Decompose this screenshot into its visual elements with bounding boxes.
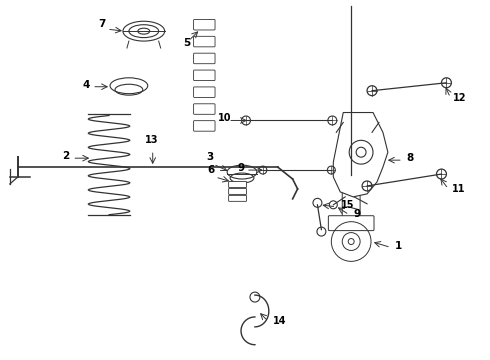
Text: 5: 5 xyxy=(183,38,191,48)
FancyBboxPatch shape xyxy=(229,188,246,194)
Text: 12: 12 xyxy=(453,93,467,103)
Text: 9: 9 xyxy=(237,163,244,173)
Text: 14: 14 xyxy=(273,316,286,326)
FancyBboxPatch shape xyxy=(342,171,360,221)
Text: 9: 9 xyxy=(353,209,360,219)
Text: 4: 4 xyxy=(82,80,90,90)
FancyBboxPatch shape xyxy=(194,53,215,64)
Text: 13: 13 xyxy=(145,135,158,145)
FancyBboxPatch shape xyxy=(229,181,246,188)
Text: 11: 11 xyxy=(452,184,466,194)
Text: 8: 8 xyxy=(407,153,414,163)
FancyBboxPatch shape xyxy=(328,216,374,231)
Polygon shape xyxy=(333,113,388,197)
Text: 7: 7 xyxy=(98,19,105,29)
FancyBboxPatch shape xyxy=(194,87,215,98)
FancyBboxPatch shape xyxy=(194,19,215,30)
Text: 1: 1 xyxy=(395,242,402,251)
FancyBboxPatch shape xyxy=(194,104,215,114)
Text: 6: 6 xyxy=(207,165,215,175)
FancyBboxPatch shape xyxy=(194,70,215,81)
Text: 15: 15 xyxy=(341,200,355,210)
FancyBboxPatch shape xyxy=(194,36,215,47)
FancyBboxPatch shape xyxy=(229,195,246,201)
Text: 2: 2 xyxy=(62,151,70,161)
FancyBboxPatch shape xyxy=(194,121,215,131)
Text: 3: 3 xyxy=(206,152,214,162)
Text: 10: 10 xyxy=(218,113,232,123)
